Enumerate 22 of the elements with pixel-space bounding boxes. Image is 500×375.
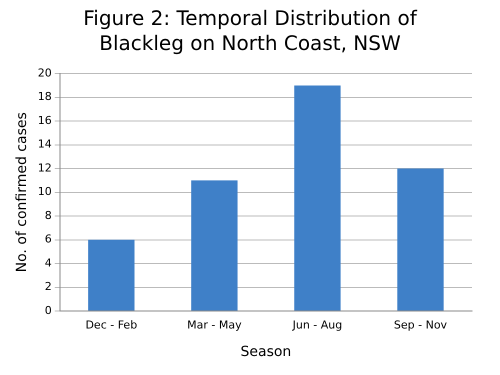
chart-title: Figure 2: Temporal Distribution of Blackleg on North Coast, NSW (82, 6, 418, 57)
y-axis-title: No. of confirmed cases (14, 112, 30, 272)
x-tick-label: Sep - Nov (394, 318, 448, 332)
y-tick-label: 18 (38, 90, 52, 104)
bar (88, 240, 135, 310)
y-tick-label: 4 (44, 256, 52, 270)
x-axis-title: Season (240, 344, 292, 360)
bar (294, 85, 341, 310)
x-tick-label: Jun - Aug (292, 318, 342, 332)
y-tick-label: 8 (44, 208, 52, 222)
y-tick-label: 16 (38, 114, 52, 127)
y-tick-label: 20 (38, 66, 52, 80)
y-tick-label: 2 (44, 280, 52, 294)
bar (397, 168, 444, 310)
y-tick-label: 0 (44, 304, 52, 317)
y-tick-label: 14 (38, 138, 52, 151)
y-tick-label: 6 (44, 232, 52, 246)
y-tick-label: 12 (38, 161, 52, 174)
y-tick-label: 10 (38, 185, 52, 198)
x-tick-label: Mar - May (187, 318, 242, 332)
bar (191, 180, 238, 310)
x-tick-label: Dec - Feb (85, 318, 138, 332)
